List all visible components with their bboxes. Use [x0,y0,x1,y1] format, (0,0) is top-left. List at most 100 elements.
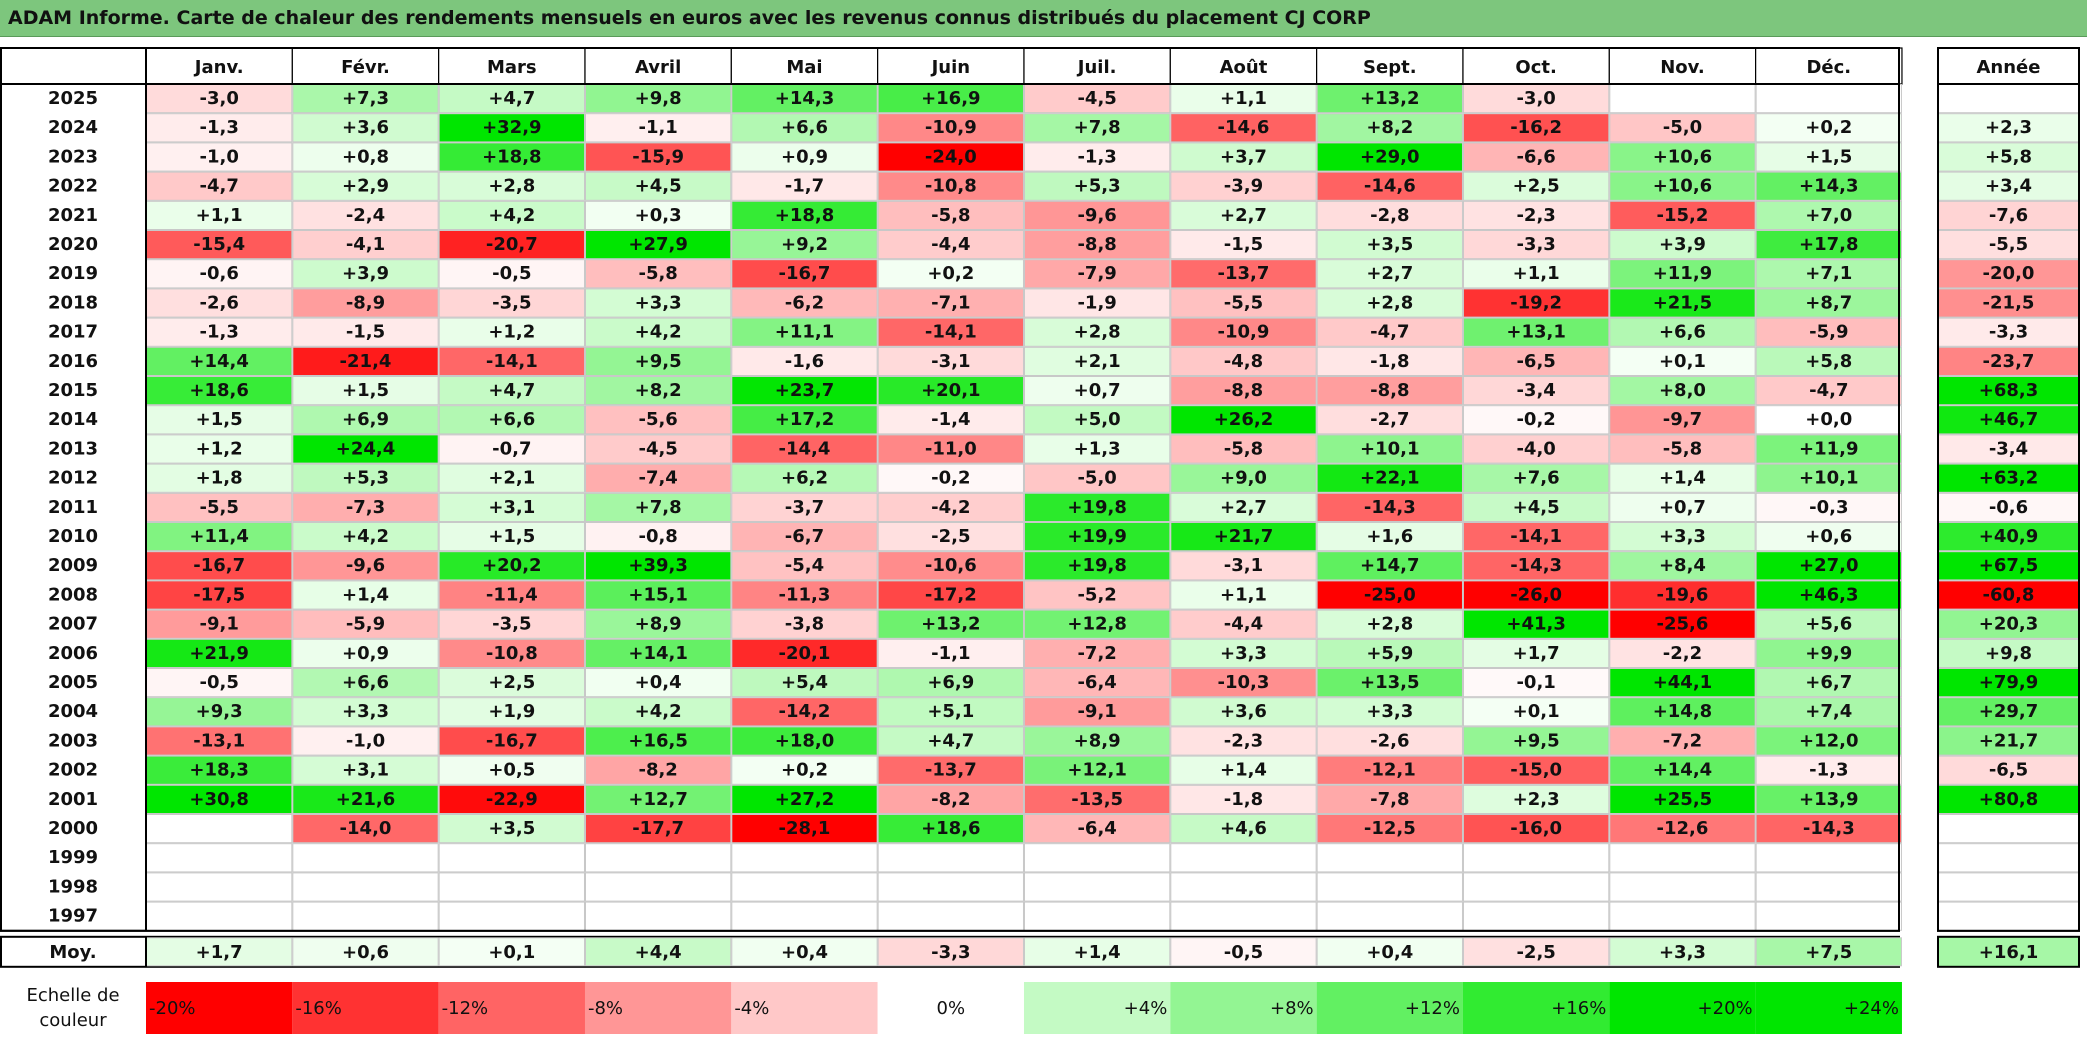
cell-value: -3,0 [1516,88,1555,109]
cell-value: -14,6 [1218,117,1270,138]
cell-value: +2,7 [1220,205,1267,226]
heatmap-cell [1755,171,1902,201]
cell-value: -12,1 [1364,760,1416,781]
annual-value: +46,7 [1979,409,2039,430]
heatmap-cell [438,259,585,289]
cell-value: -15,0 [1510,760,1562,781]
cell-value: +7,4 [1805,701,1852,722]
cell-value: -3,0 [199,88,238,109]
heatmap-cell [731,376,878,406]
scale-value: +12% [1405,998,1460,1019]
cell-value: +25,5 [1653,789,1713,810]
cell-value: -0,8 [638,526,677,547]
cell-value: +1,5 [488,526,535,547]
year-label: 2015 [48,380,98,401]
heatmap-cell [292,609,439,639]
cell-value: +6,6 [781,117,828,138]
heatmap-cell [877,492,1024,522]
year-label: 2005 [48,672,98,693]
cell-value: +46,3 [1799,584,1859,605]
cell-value: -25,6 [1657,614,1709,635]
cell-value: +3,6 [1220,701,1267,722]
heatmap-cell [1609,726,1756,756]
cell-value: +0,2 [927,263,974,284]
heatmap-cell [1170,376,1317,406]
heatmap-cell [1023,346,1171,376]
heatmap-cell [1316,638,1463,668]
heatmap-cell [438,200,585,231]
heatmap-cell [1609,200,1756,231]
heatmap-cell [584,405,732,435]
cell-value: -9,1 [199,614,238,635]
heatmap-cell [1170,434,1317,464]
cell-value: -9,1 [1077,701,1116,722]
cell-value: +7,3 [342,88,389,109]
cell-value: +2,7 [1366,263,1413,284]
scale-label: Echelle de [26,985,119,1006]
heatmap-cell [584,784,732,814]
scale-swatch [438,982,585,1034]
heatmap-cell [731,551,878,581]
heatmap-cell [1462,288,1610,318]
month-header-cell [1169,47,1318,85]
year-label: 2017 [48,322,98,343]
heatmap-cell [438,668,585,698]
cell-value: +44,1 [1653,672,1713,693]
cell-value: +0,4 [635,672,682,693]
cell-value: +3,3 [342,701,389,722]
cell-value: -14,3 [1510,555,1562,576]
cell-value: +4,5 [635,176,682,197]
heatmap-cell [1170,551,1317,581]
cell-value: -2,3 [1516,205,1555,226]
heatmap-cell [146,726,293,756]
heatmap-cell [146,142,293,172]
heatmap-cell [1609,259,1756,289]
heatmap-cell [584,230,732,260]
cell-value: +41,3 [1506,614,1566,635]
heatmap-cell [1462,843,1610,873]
heatmap-cell [292,346,439,376]
cell-value: +3,3 [1366,701,1413,722]
cell-value: +0,6 [1805,526,1852,547]
heatmap-cell [146,901,293,931]
heatmap-cell [1023,142,1171,172]
cell-value: -8,2 [931,789,970,810]
heatmap-cell [1170,580,1317,610]
cell-value: +3,3 [635,292,682,313]
average-cell [1023,937,1171,967]
cell-value: -1,4 [931,409,970,430]
heatmap-cell [292,580,439,610]
cell-value: -5,9 [1809,322,1848,343]
month-header: Juil. [1076,57,1117,78]
average-cell [438,937,585,967]
cell-value: +2,8 [488,176,535,197]
heatmap-cell [146,784,293,814]
heatmap-cell [584,142,732,172]
cell-value: +27,9 [628,234,688,255]
heatmap-cell [1170,755,1317,785]
cell-value: -6,6 [1516,146,1555,167]
heatmap-cell [1023,901,1171,931]
cell-value: -5,6 [638,409,677,430]
annual-value: -21,5 [1983,292,2035,313]
heatmap-cell [731,638,878,668]
heatmap-cell [731,434,878,464]
heatmap-cell [1170,113,1317,143]
cell-value: +4,2 [635,322,682,343]
cell-value: -5,9 [346,614,385,635]
heatmap-cell [584,376,732,406]
heatmap-cell [1755,843,1902,873]
month-header: Janv. [193,57,244,78]
cell-value: +2,7 [1220,497,1267,518]
cell-value: +1,5 [1805,146,1852,167]
cell-value: +19,9 [1067,526,1127,547]
heatmap-cell [1609,317,1756,347]
cell-value: -13,7 [925,760,977,781]
heatmap-cell [438,697,585,727]
heatmap-cell [1609,84,1756,114]
cell-value: +21,9 [189,643,249,664]
heatmap-cell [1316,609,1463,639]
heatmap-cell [292,551,439,581]
heatmap-cell [1316,755,1463,785]
heatmap-cell [146,551,293,581]
